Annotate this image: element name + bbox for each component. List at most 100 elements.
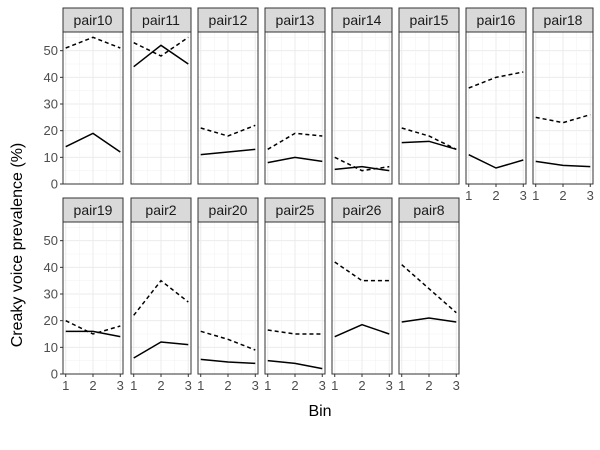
y-axis-pair10: 0 10 20 30 40 50 [44, 43, 63, 192]
facet-strip [62, 197, 124, 223]
x-axes: 1 2 3 1 2 31 2 3 1 2 3 1 2 3 1 2 3 1 2 3 1 2 3 [62, 184, 594, 393]
series-line-dashed [401, 127, 457, 151]
facet-strip-label: pair13 [276, 12, 315, 28]
facet-grid [63, 222, 123, 375]
x-axis-pair18: 1 2 3 [532, 184, 594, 203]
y-tick-label: 0 [51, 177, 58, 192]
facet-strip [264, 197, 326, 223]
series-line-solid [334, 323, 390, 338]
facet-pair15: pair15 [398, 7, 460, 185]
x-tick-label: 1 [264, 378, 271, 393]
y-tick-label: 40 [44, 70, 58, 85]
x-axis-title: Bin [308, 403, 331, 420]
facet-strip-label: pair10 [74, 12, 113, 28]
x-tick-label: 2 [425, 378, 432, 393]
x-axis-pair19: 1 2 3 [62, 374, 124, 393]
facet-strip-label: pair12 [209, 12, 248, 28]
facet-pair26: pair26 [331, 197, 393, 375]
facet-strip-label: pair2 [145, 202, 176, 218]
x-tick-label: 3 [453, 378, 460, 393]
series-line-solid [334, 165, 390, 172]
x-tick-label: 3 [117, 378, 124, 393]
series-line-dashed [133, 36, 189, 57]
series-line-solid [535, 160, 591, 168]
facet-strip [130, 7, 192, 33]
facet-border [398, 31, 460, 185]
x-tick-label: 2 [89, 378, 96, 393]
facet-strip [130, 197, 192, 223]
y-tick-label: 0 [51, 367, 58, 382]
facet-pair20: pair20 [197, 197, 259, 375]
facet-pair25: pair25 [264, 197, 326, 375]
y-axis-title: Creaky voice prevalence (%) [9, 143, 26, 348]
series-line-solid [65, 132, 121, 153]
x-tick-label: 1 [532, 188, 539, 203]
facet-grid [63, 32, 123, 185]
facet-strip [398, 7, 460, 33]
x-tick-label: 2 [224, 378, 231, 393]
x-tick-label: 1 [62, 378, 69, 393]
facet-panels: pair10 pair11 pair12 pair13 pair14 pair15 pair… [62, 7, 594, 375]
series-line-solid [133, 44, 189, 68]
series-line-dashed [334, 156, 390, 172]
facet-strip [197, 7, 259, 33]
series-line-solid [267, 156, 323, 164]
facet-grid [332, 32, 392, 185]
facet-pair14: pair14 [331, 7, 393, 185]
x-axis-pair25: 1 2 3 [264, 374, 326, 393]
series-line-solid [468, 153, 524, 169]
x-tick-label: 2 [157, 378, 164, 393]
facet-strip [331, 197, 393, 223]
x-axis-pair2: 1 2 3 [130, 374, 192, 393]
facet-strip [398, 197, 460, 223]
series-line-solid [401, 140, 457, 151]
x-axis-pair16: 1 2 3 [465, 184, 527, 203]
x-tick-label: 3 [252, 378, 259, 393]
y-tick-label: 20 [44, 313, 58, 328]
facet-pair11: pair11 [130, 7, 192, 185]
series-line-solid [401, 317, 457, 323]
y-tick-label: 40 [44, 260, 58, 275]
y-tick-label: 50 [44, 43, 58, 58]
facet-border [62, 31, 124, 185]
facet-strip [532, 7, 594, 33]
x-tick-label: 1 [398, 378, 405, 393]
series-line-dashed [65, 319, 121, 335]
series-line-dashed [334, 261, 390, 282]
x-tick-label: 1 [130, 378, 137, 393]
facet-strip-label: pair8 [413, 202, 444, 218]
facet-strip [465, 7, 527, 33]
y-tick-label: 50 [44, 233, 58, 248]
x-tick-label: 3 [319, 378, 326, 393]
x-axis-pair26: 1 2 3 [331, 374, 393, 393]
facet-grid [198, 32, 258, 185]
x-tick-label: 1 [197, 378, 204, 393]
x-tick-label: 3 [386, 378, 393, 393]
facet-strip-label: pair26 [343, 202, 382, 218]
facet-strip [62, 7, 124, 33]
x-tick-label: 1 [465, 188, 472, 203]
y-tick-label: 10 [44, 150, 58, 165]
facet-border [331, 31, 393, 185]
y-tick-label: 30 [44, 97, 58, 112]
series-line-dashed [535, 113, 591, 124]
series-line-solid [65, 330, 121, 338]
x-tick-label: 2 [358, 378, 365, 393]
facet-strip-label: pair16 [477, 12, 516, 28]
series-line-dashed [133, 279, 189, 316]
x-axis-pair8: 1 2 3 [398, 374, 460, 393]
x-tick-label: 2 [492, 188, 499, 203]
facet-pair12: pair12 [197, 7, 259, 185]
x-tick-label: 2 [559, 188, 566, 203]
facet-strip-label: pair15 [410, 12, 449, 28]
x-axis-pair20: 1 2 3 [197, 374, 259, 393]
facet-strip-label: pair25 [276, 202, 315, 218]
facet-strip-label: pair19 [74, 202, 113, 218]
facet-border [197, 31, 259, 185]
facet-pair16: pair16 [465, 7, 527, 185]
series-line-solid [267, 359, 323, 370]
facet-strip-label: pair20 [209, 202, 248, 218]
series-line-dashed [468, 71, 524, 89]
x-tick-label: 3 [185, 378, 192, 393]
